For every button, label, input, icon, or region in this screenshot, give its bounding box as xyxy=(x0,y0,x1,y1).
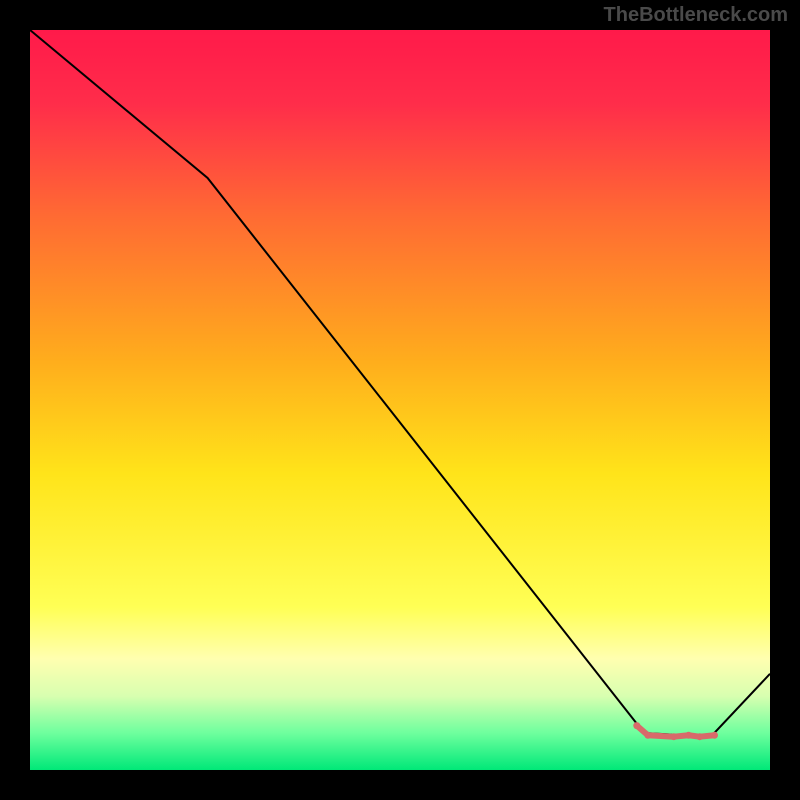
watermark-text: TheBottleneck.com xyxy=(604,4,788,27)
chart-plot-area xyxy=(30,30,770,770)
bottleneck-chart xyxy=(30,30,770,770)
gradient-background xyxy=(30,30,770,770)
